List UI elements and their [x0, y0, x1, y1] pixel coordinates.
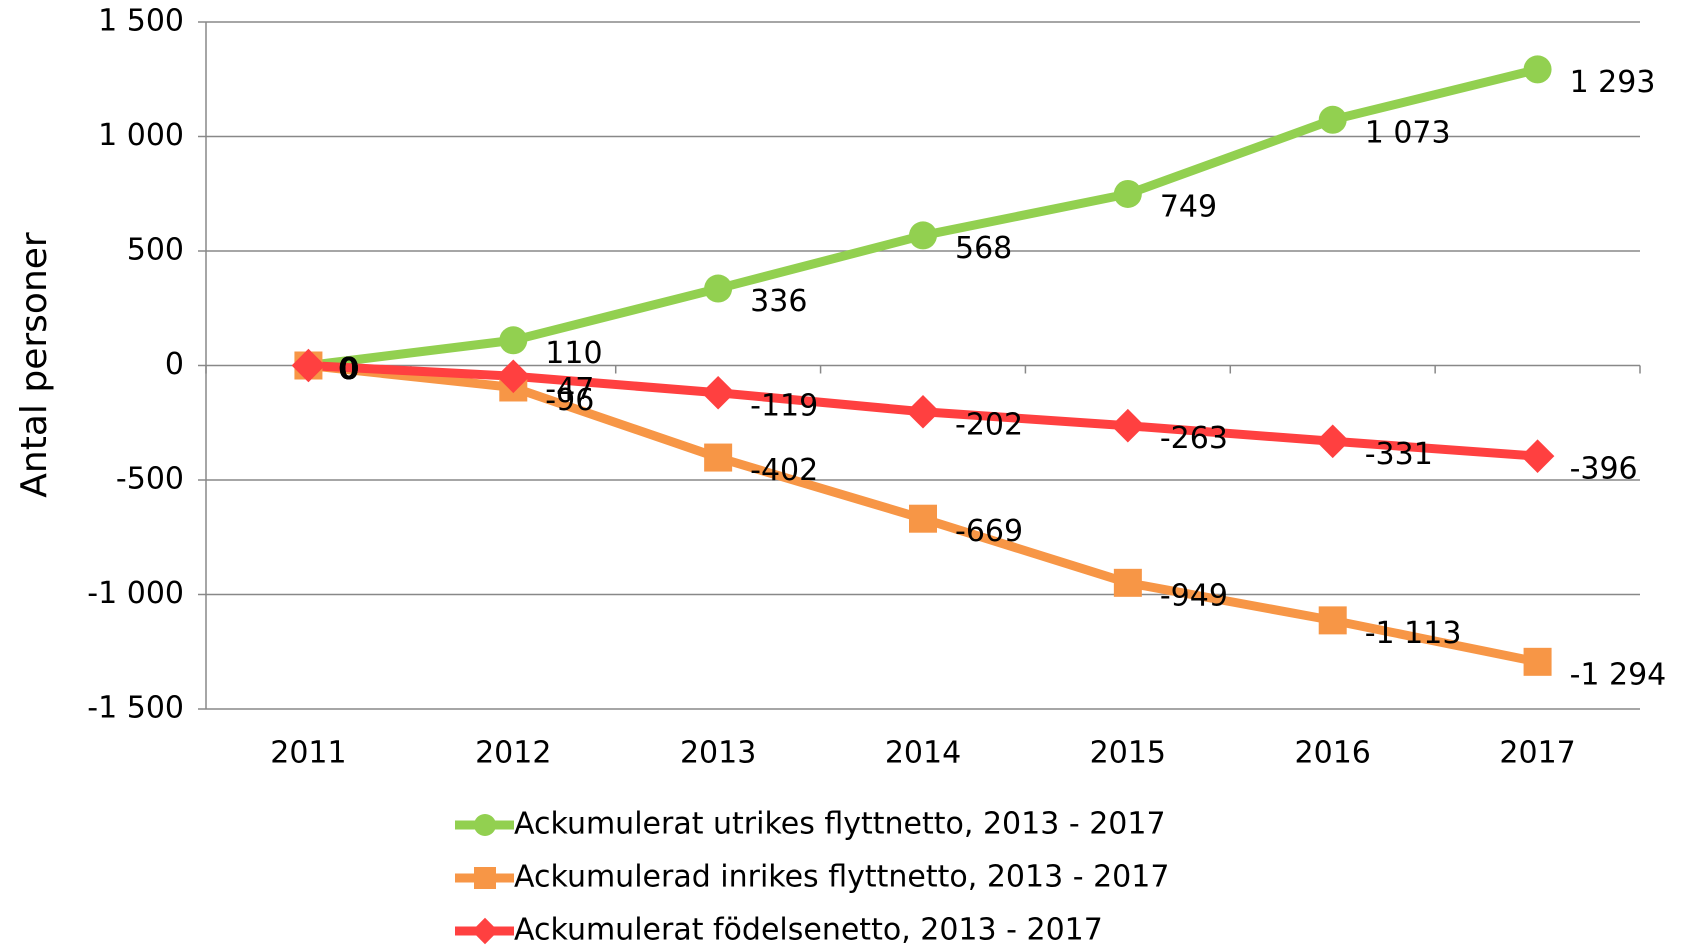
legend-label: Ackumulerat utrikes flyttnetto, 2013 - 2…	[514, 807, 1166, 842]
x-tick-label: 2011	[270, 736, 346, 771]
marker	[1318, 606, 1347, 635]
y-tick-label: 500	[127, 233, 184, 268]
y-tick-label: -1 000	[87, 576, 184, 611]
data-label: 1 073	[1365, 115, 1451, 150]
data-label: -47	[545, 372, 594, 407]
marker	[471, 917, 499, 945]
data-label: -402	[750, 453, 818, 488]
legend-label: Ackumulerat födelsenetto, 2013 - 2017	[514, 913, 1103, 948]
marker	[496, 359, 531, 394]
marker	[474, 867, 496, 889]
x-tick-label: 2012	[475, 736, 551, 771]
marker	[909, 221, 937, 250]
data-label: -1 113	[1365, 616, 1462, 651]
data-label: 110	[545, 336, 602, 371]
marker	[701, 375, 735, 410]
data-label: -202	[955, 407, 1023, 442]
x-tick-label: 2015	[1090, 736, 1166, 771]
y-tick-label: 1 000	[98, 118, 184, 153]
marker	[474, 814, 496, 836]
data-label: 0	[338, 352, 359, 387]
data-label: -263	[1160, 421, 1228, 456]
data-label: 1 293	[1570, 65, 1656, 100]
marker	[906, 394, 940, 429]
marker	[1520, 439, 1555, 473]
marker	[1523, 647, 1552, 676]
data-label: -96	[545, 383, 594, 418]
y-tick-label: -1 500	[87, 691, 184, 726]
marker	[1523, 55, 1552, 84]
marker	[1318, 105, 1347, 134]
x-tick-label: 2016	[1295, 736, 1371, 771]
data-label: -1 294	[1570, 657, 1667, 692]
data-label: 568	[955, 231, 1012, 266]
marker	[1315, 424, 1350, 459]
data-label: -949	[1160, 578, 1228, 613]
data-label: -119	[750, 388, 818, 423]
legend-label: Ackumulerad inrikes flyttnetto, 2013 - 2…	[514, 860, 1169, 895]
marker	[909, 504, 937, 533]
y-tick-label: 0	[165, 347, 184, 382]
marker	[1113, 568, 1142, 597]
marker	[704, 274, 733, 303]
data-label: -331	[1365, 437, 1433, 472]
data-label: 0	[338, 352, 359, 387]
y-tick-label: 1 500	[98, 4, 184, 39]
marker	[291, 348, 326, 383]
series-line	[307, 65, 1539, 370]
y-axis-title: Antal personer	[14, 232, 55, 498]
marker	[499, 326, 528, 355]
marker	[704, 443, 733, 472]
x-tick-label: 2014	[885, 736, 961, 771]
x-tick-label: 2013	[680, 736, 756, 771]
y-tick-label: -500	[116, 462, 184, 497]
data-label: 0	[338, 352, 359, 387]
marker	[1113, 179, 1142, 208]
x-tick-label: 2017	[1499, 736, 1575, 771]
data-label: -669	[955, 514, 1023, 549]
marker	[1111, 408, 1145, 443]
data-label: -396	[1570, 452, 1638, 487]
data-label: 336	[750, 284, 807, 319]
data-label: 749	[1160, 189, 1217, 224]
